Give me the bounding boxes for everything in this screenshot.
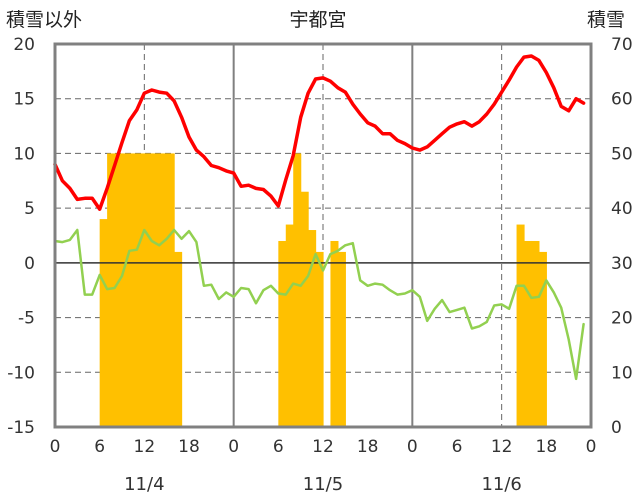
x-tick-label: 12: [312, 437, 334, 457]
y-right-tick-label: 40: [611, 199, 633, 219]
chart-title: 宇都宮: [289, 9, 347, 31]
snow-bar: [114, 153, 123, 427]
plot-frame: [53, 42, 593, 429]
snow-bar: [151, 153, 160, 427]
x-tick-label: 18: [357, 437, 379, 457]
snow-bar: [136, 153, 145, 427]
y-right-tick-label: 70: [611, 35, 633, 55]
line-series-layer: [53, 54, 586, 381]
snow-bar: [524, 240, 533, 427]
snow-bar: [531, 240, 540, 427]
x-tick-label: 18: [536, 437, 558, 457]
x-tick-label: 12: [134, 437, 156, 457]
y-left-tick-label: 5: [24, 199, 35, 219]
snow-bar: [144, 153, 153, 427]
y-right-tick-label: 0: [611, 418, 622, 438]
snow-bar: [129, 153, 138, 427]
left-axis-label: 積雪以外: [6, 9, 83, 31]
y-left-tick-label: -15: [7, 418, 35, 438]
date-label: 11/4: [124, 474, 164, 495]
y-left-tick-label: -5: [18, 309, 35, 329]
x-tick-label: 0: [586, 437, 597, 457]
x-tick-label: 0: [228, 437, 239, 457]
snow-bar: [159, 153, 168, 427]
x-tick-label: 6: [94, 437, 105, 457]
x-tick-label: 18: [178, 437, 200, 457]
snow-depth-bars: [99, 153, 547, 427]
snow-bar: [308, 230, 317, 427]
secondary-line: [53, 228, 585, 381]
y-left-tick-label: 10: [13, 144, 35, 164]
y-left-tick-label: 20: [13, 35, 35, 55]
snow-bar: [330, 240, 339, 427]
y-right-tick-label: 20: [611, 309, 633, 329]
snow-bar: [337, 251, 346, 427]
snow-bar: [516, 224, 525, 427]
snow-bar: [538, 251, 547, 427]
snow-bar: [293, 153, 302, 427]
y-right-tick-label: 50: [611, 144, 633, 164]
snow-bar: [285, 224, 294, 427]
y-right-tick-label: 60: [611, 90, 633, 110]
y-left-tick-label: 0: [24, 254, 35, 274]
x-tick-label: 6: [273, 437, 284, 457]
x-tick-label: 0: [407, 437, 418, 457]
snow-bar: [107, 153, 116, 427]
y-right-tick-label: 10: [611, 363, 633, 383]
temperature-line: [53, 54, 586, 211]
snow-bar: [122, 153, 131, 427]
snow-bar: [166, 153, 175, 427]
snow-bar: [99, 219, 108, 427]
snow-bar: [300, 191, 309, 427]
date-label: 11/6: [481, 474, 521, 495]
date-label: 11/5: [303, 474, 343, 495]
plot-frame-layer: [53, 42, 593, 429]
right-axis-label: 積雪: [587, 9, 626, 31]
y-left-tick-label: -10: [7, 363, 35, 383]
x-tick-label: 12: [491, 437, 513, 457]
snow-bar: [315, 251, 324, 427]
snow-bar: [278, 240, 287, 427]
snow-bar: [174, 251, 183, 427]
x-tick-label: 6: [452, 437, 463, 457]
y-right-tick-label: 30: [611, 254, 633, 274]
x-tick-label: 0: [50, 437, 61, 457]
y-left-tick-label: 15: [13, 90, 35, 110]
